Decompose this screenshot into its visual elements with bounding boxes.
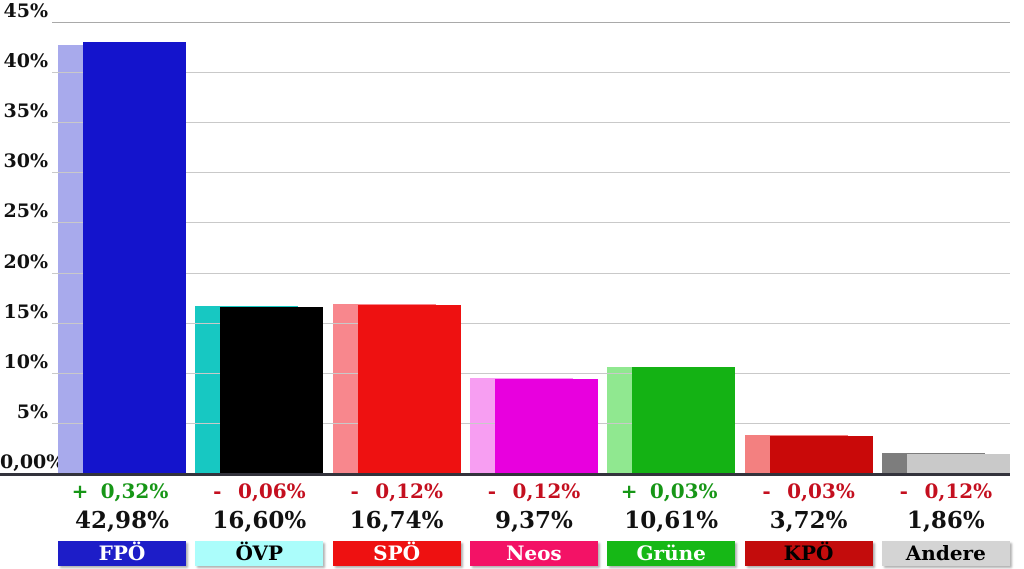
y-tick-label: 35% — [3, 100, 49, 123]
current-bar-fpo — [83, 42, 186, 473]
bar-group-kpo: -0,03% 3,72% KPÖ — [744, 0, 873, 569]
change-sign-kpo: - — [762, 479, 771, 503]
bar-group-fpo: +0,32% 42,98% FPÖ — [58, 0, 186, 569]
gridline-40 — [52, 72, 1010, 74]
bar-group-neos: -0,12% 9,37% Neos — [469, 0, 598, 569]
value-label-ovp: 16,60% — [212, 507, 307, 534]
party-label-andere: Andere — [881, 541, 1010, 566]
gridline-35 — [52, 122, 1010, 124]
change-value-spo: 0,12% — [375, 479, 443, 503]
y-tick-label: 20% — [3, 250, 49, 273]
change-row-andere: -0,12% — [882, 479, 1010, 503]
change-row-neos: -0,12% — [470, 479, 598, 503]
change-value-andere: 0,12% — [924, 479, 993, 503]
change-value-neos: 0,12% — [512, 479, 581, 503]
party-label-spo: SPÖ — [332, 541, 461, 566]
x-axis-line — [0, 473, 1010, 476]
value-label-andere: 1,86% — [906, 507, 985, 534]
change-row-ovp: -0,06% — [195, 479, 323, 503]
y-tick-label: 45% — [3, 0, 49, 22]
current-bar-ovp — [220, 306, 324, 473]
y-tick-label: 10% — [3, 350, 49, 373]
change-sign-neos: - — [487, 479, 497, 503]
bar-group-andere: -0,12% 1,86% Andere — [881, 0, 1010, 569]
party-label-kpo: KPÖ — [744, 541, 873, 566]
gridline-20 — [52, 272, 1010, 274]
value-label-kpo: 3,72% — [769, 507, 848, 534]
y-tick-label: 40% — [3, 50, 49, 73]
y-tick-label: 15% — [3, 300, 49, 323]
change-sign-gruene: + — [620, 479, 638, 503]
y-tick-label: 5% — [16, 400, 48, 423]
bar-group-spo: -0,12% 16,74% SPÖ — [332, 0, 461, 569]
change-sign-spo: - — [350, 479, 359, 503]
change-value-ovp: 0,06% — [237, 479, 306, 503]
gridline-10 — [52, 372, 1010, 374]
change-row-spo: -0,12% — [333, 479, 461, 503]
bar-group-ovp: -0,06% 16,60% ÖVP — [195, 0, 324, 569]
current-bar-neos — [494, 379, 598, 473]
current-bar-spo — [357, 305, 461, 473]
change-sign-ovp: - — [213, 479, 222, 503]
current-bar-kpo — [769, 435, 873, 473]
y-axis: 45% 40% 35% 30% 25% 20% 15% 10% 5% 0,00% — [0, 0, 65, 480]
gridline-45 — [52, 22, 1010, 23]
party-label-gruene: Grüne — [607, 541, 736, 566]
party-label-ovp: ÖVP — [195, 541, 324, 566]
bar-group-gruene: +0,03% 10,61% Grüne — [607, 0, 736, 569]
y-tick-label: 0,00% — [0, 451, 65, 473]
change-sign-andere: - — [899, 479, 908, 503]
change-value-gruene: 0,03% — [649, 479, 718, 503]
y-tick-label: 25% — [3, 200, 49, 223]
change-row-gruene: +0,03% — [607, 479, 735, 503]
party-label-fpo: FPÖ — [58, 541, 186, 566]
gridline-25 — [52, 222, 1010, 224]
change-sign-fpo: + — [71, 479, 89, 503]
change-row-fpo: +0,32% — [58, 479, 186, 503]
change-value-kpo: 0,03% — [787, 479, 855, 503]
party-label-neos: Neos — [469, 541, 598, 566]
value-label-spo: 16,74% — [349, 507, 444, 534]
gridline-15 — [52, 322, 1010, 324]
change-row-kpo: -0,03% — [745, 479, 873, 503]
value-label-fpo: 42,98% — [75, 507, 169, 534]
current-bar-gruene — [632, 366, 736, 473]
change-value-fpo: 0,32% — [100, 479, 169, 503]
current-bar-andere — [906, 454, 1010, 473]
value-label-gruene: 10,61% — [624, 507, 719, 534]
gridline-30 — [52, 172, 1010, 174]
y-tick-label: 30% — [3, 150, 49, 173]
value-label-neos: 9,37% — [494, 507, 573, 534]
